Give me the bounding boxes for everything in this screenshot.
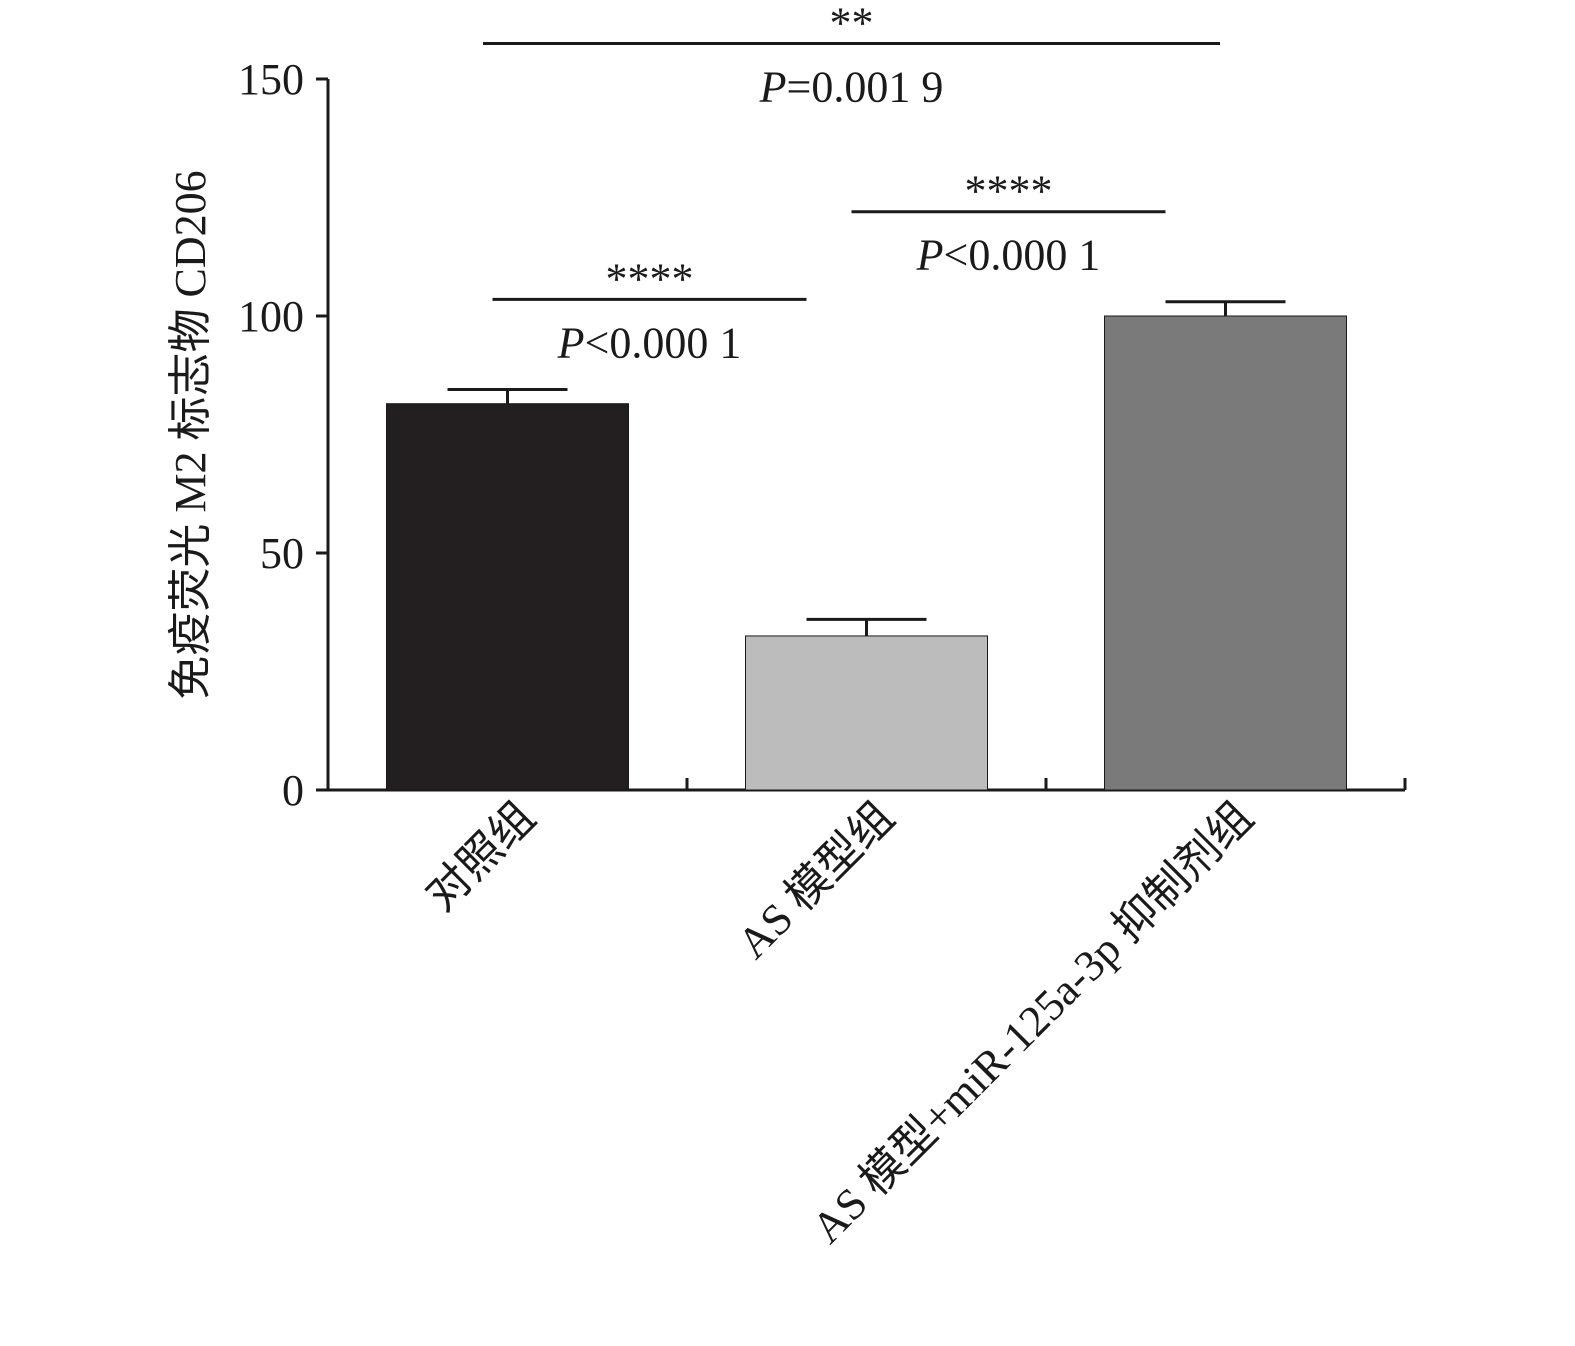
p-value-label: P<0.000 1 xyxy=(557,318,742,367)
p-value: <0.000 1 xyxy=(585,318,742,367)
p-value-label: P<0.000 1 xyxy=(916,231,1101,280)
bar xyxy=(745,635,988,791)
y-tick-label: 150 xyxy=(238,55,304,104)
bar xyxy=(386,403,629,791)
y-axis-title: 免疫荧光 M2 标志物 CD206 xyxy=(166,170,215,699)
p-symbol: P xyxy=(557,318,585,367)
category-label: AS 模型组 xyxy=(728,792,904,968)
significance-stars: ** xyxy=(830,0,874,47)
p-symbol: P xyxy=(916,231,944,280)
error-bars xyxy=(447,300,1286,636)
p-value: =0.001 9 xyxy=(787,62,944,111)
y-tick-label: 0 xyxy=(282,766,304,815)
bar xyxy=(1104,315,1347,791)
category-label: AS 模型+miR-125a-3p 抑制剂组 xyxy=(802,792,1262,1252)
y-tick-label: 50 xyxy=(260,529,304,578)
p-value: <0.000 1 xyxy=(944,231,1101,280)
p-symbol: P xyxy=(759,62,787,111)
significance-stars: **** xyxy=(965,167,1053,216)
category-label: 对照组 xyxy=(417,792,545,920)
significance-stars: **** xyxy=(606,254,694,303)
y-tick-label: 100 xyxy=(238,292,304,341)
bars xyxy=(386,315,1347,791)
significance-annotations: ****P<0.000 1****P<0.000 1**P=0.001 9 xyxy=(483,0,1220,367)
p-value-label: P=0.001 9 xyxy=(759,62,944,111)
